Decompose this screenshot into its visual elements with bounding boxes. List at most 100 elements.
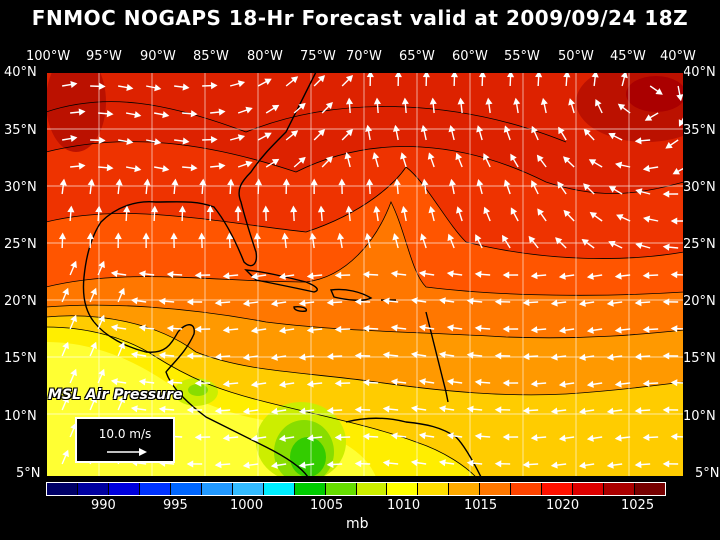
colorbar-swatch (170, 483, 202, 495)
wind-arrowhead (138, 378, 146, 386)
colorbar-tick: 1010 (387, 498, 421, 513)
wind-arrowhead (178, 205, 186, 213)
wind-arrowhead (583, 128, 591, 136)
wind-arrowhead (670, 325, 678, 333)
colorbar-swatch (325, 483, 357, 495)
wind-arrowhead (390, 270, 398, 278)
wind-arrowhead (418, 378, 426, 386)
wind-arrowhead (158, 297, 166, 305)
wind-arrowhead (438, 405, 446, 413)
wind-arrowhead (317, 205, 326, 213)
wind-arrowhead (535, 72, 543, 78)
wind-arrowhead (182, 83, 190, 91)
colorbar-swatch (139, 483, 171, 495)
wind-arrowhead (166, 378, 174, 387)
wind-arrowhead (362, 432, 370, 441)
wind-arrowhead (290, 76, 299, 84)
wind-arrowhead (606, 353, 614, 361)
wind-arrowhead (474, 270, 482, 278)
colorbar-swatch (387, 483, 419, 495)
wind-arrowhead (143, 178, 151, 186)
wind-arrowhead (438, 297, 446, 305)
wind-arrowhead (310, 178, 318, 186)
colorbar-swatch (356, 483, 388, 495)
wind-arrowhead (278, 326, 286, 334)
lat-label: 25°N (4, 237, 37, 252)
wind-arrowhead (245, 106, 253, 114)
wind-arrowhead (98, 260, 105, 269)
colorbar-tick: 1015 (464, 498, 498, 513)
wind-vectors (58, 72, 684, 469)
high-cell-east-core (626, 76, 684, 112)
wind-arrowhead (578, 407, 586, 415)
colorbar-swatch (449, 483, 481, 495)
wind-arrowhead (114, 232, 122, 240)
wind-arrowhead (531, 125, 538, 134)
lat-label: 25°N (683, 237, 716, 252)
wind-arrowhead (214, 461, 222, 469)
wind-arrowhead (242, 299, 250, 307)
wind-arrowhead (614, 380, 622, 388)
wind-arrowhead (170, 232, 178, 240)
wind-arrowhead (62, 395, 69, 404)
wind-arrowhead (608, 186, 617, 193)
wind-arrowhead (550, 299, 558, 307)
wind-arrowhead (606, 299, 614, 307)
wind-arrowhead (281, 232, 289, 240)
wind-arrowhead (614, 434, 622, 442)
wind-arrowhead (250, 272, 258, 280)
wind-arrowhead (186, 460, 194, 468)
wind-arrowhead (86, 232, 94, 240)
wind-arrowhead (536, 154, 544, 163)
wind-arrowhead (326, 298, 334, 307)
wind-arrowhead (218, 162, 226, 170)
wind-arrowhead (364, 232, 372, 241)
wind-arrowhead (154, 84, 162, 92)
wind-arrowhead (550, 461, 558, 469)
wind-arrowhead (70, 80, 78, 89)
wind-arrowhead (218, 108, 226, 116)
field-label: MSL Air Pressure (48, 387, 183, 403)
wind-arrowhead (448, 125, 456, 133)
colorbar-swatch (108, 483, 140, 495)
wind-arrowhead (474, 432, 482, 440)
wind-arrowhead (558, 380, 566, 388)
wind-arrowhead (635, 188, 643, 196)
wind-arrowhead (466, 351, 474, 359)
wind-arrowhead (264, 132, 272, 139)
wind-arrowhead (400, 205, 408, 213)
wind-arrowhead (474, 378, 482, 386)
lon-label: 95°W (86, 49, 122, 64)
wind-arrowhead (126, 83, 134, 92)
wind-arrowhead (506, 72, 515, 78)
wind-arrowhead (270, 299, 278, 307)
wind-arrowhead (392, 124, 400, 132)
wind-arrowhead (615, 161, 623, 169)
wind-arrowhead (345, 97, 354, 105)
wind-arrowhead (186, 406, 194, 414)
wind-arrowhead (634, 299, 642, 307)
wind-arrowhead (222, 272, 230, 280)
wind-arrowhead (115, 178, 123, 186)
wind-arrowhead (282, 178, 290, 186)
hispaniola (329, 288, 373, 301)
wind-arrowhead (531, 180, 538, 188)
lon-label: 50°W (558, 49, 594, 64)
wind-arrowhead (662, 243, 670, 251)
wind-arrowhead (642, 433, 650, 441)
lat-label: 10°N (683, 409, 716, 424)
wind-arrowhead (420, 124, 428, 133)
wind-arrowhead (130, 297, 138, 305)
wind-arrowhead (606, 407, 614, 415)
wind-arrowhead (250, 326, 258, 334)
wind-arrowhead (530, 326, 538, 334)
wind-arrowhead (557, 181, 565, 189)
wind-arrowhead (644, 114, 653, 121)
wind-arrowhead (390, 324, 398, 332)
wind-arrowhead (400, 152, 407, 160)
wind-arrowhead (558, 326, 566, 334)
wind-arrowhead (662, 298, 670, 306)
wind-arrowhead (419, 233, 427, 241)
wind-arrowhead (194, 271, 202, 279)
wind-arrowhead (390, 432, 398, 440)
